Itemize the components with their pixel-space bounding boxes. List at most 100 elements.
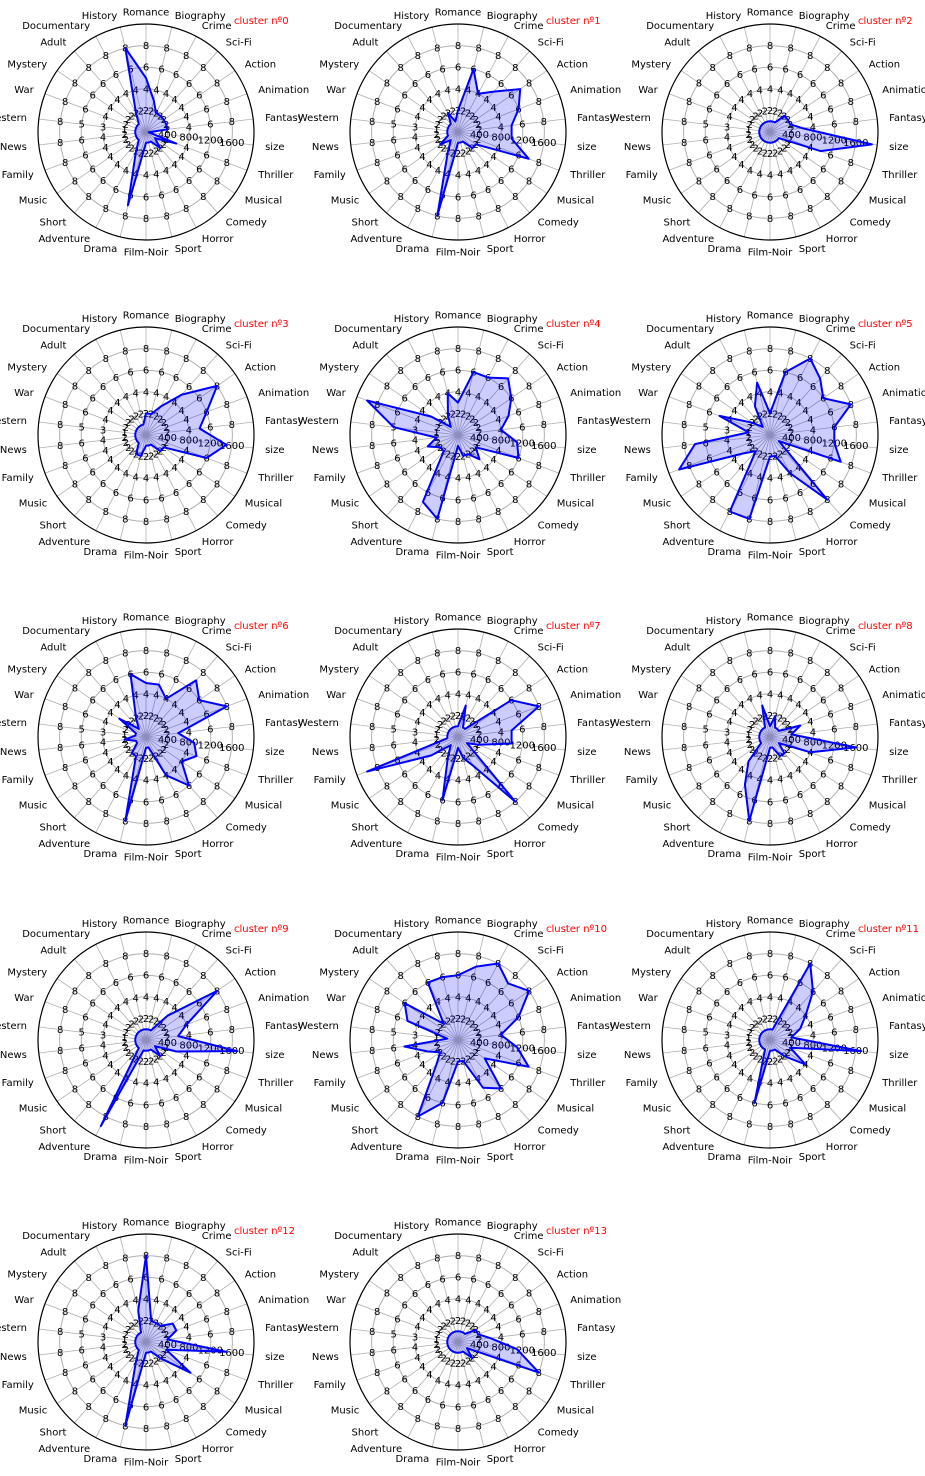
- tick-label: 2: [757, 450, 763, 461]
- tick-label: 2: [787, 423, 793, 434]
- tick-label: 6: [207, 1028, 213, 1039]
- spoke-line: [662, 723, 771, 738]
- spoke-line: [145, 1280, 236, 1343]
- tick-label: 8: [495, 354, 501, 365]
- tick-label: 4: [414, 415, 420, 426]
- tick-label: 4: [777, 691, 783, 702]
- tick-label: 2: [777, 1055, 783, 1066]
- spoke-line: [457, 698, 560, 738]
- tick-label: 8: [526, 480, 532, 491]
- tick-label: 6: [767, 192, 773, 203]
- axis-label: Family: [314, 473, 346, 484]
- axis-label: Biography: [799, 919, 850, 930]
- tick-label: 4: [133, 389, 139, 400]
- tick-label: 1600: [531, 1046, 556, 1057]
- tick-label: 8: [696, 78, 702, 89]
- tick-label: 6: [394, 454, 400, 465]
- tick-label: 6: [402, 394, 408, 405]
- axis-label: Western: [298, 718, 339, 729]
- tick-label: 2: [749, 1048, 755, 1059]
- spoke-line: [56, 131, 147, 194]
- tick-label: 8: [384, 782, 390, 793]
- tick-label: 4: [153, 389, 159, 400]
- tick-label: 6: [100, 781, 106, 792]
- tick-label: 6: [508, 91, 514, 102]
- tick-label: 6: [782, 795, 788, 806]
- tick-label: 6: [706, 454, 712, 465]
- tick-label: 8: [143, 819, 149, 830]
- tick-label: 4: [726, 717, 732, 728]
- tick-label: 2: [749, 140, 755, 151]
- spoke-line: [457, 935, 485, 1041]
- spoke-line: [662, 1026, 771, 1041]
- radar-panel-5: 2468Romance2468Biography2468Crime2468Sci…: [610, 311, 925, 562]
- tick-label: 6: [714, 164, 720, 175]
- spoke-line: [74, 353, 147, 436]
- tick-label: 6: [127, 1275, 133, 1286]
- tick-label: 8: [746, 44, 752, 55]
- axis-label: Action: [245, 59, 276, 70]
- tick-label: 4: [414, 112, 420, 123]
- spoke-line: [145, 50, 218, 133]
- tick-label: 2: [455, 1359, 461, 1370]
- tick-label: 8: [434, 347, 440, 358]
- spoke-line: [431, 1341, 459, 1447]
- tick-label: 8: [103, 809, 109, 820]
- axis-label: Animation: [258, 388, 309, 399]
- tick-label: 4: [426, 1370, 432, 1381]
- tick-label: 1: [433, 1033, 439, 1044]
- tick-label: 8: [526, 1085, 532, 1096]
- tick-label: 8: [455, 646, 461, 657]
- axis-label: Adventure: [350, 234, 402, 245]
- tick-label: 8: [727, 51, 733, 62]
- tick-label: 4: [178, 1011, 184, 1022]
- axis-label: Horror: [202, 1444, 235, 1455]
- axis-label: Western: [298, 416, 339, 427]
- tick-label: 2: [123, 135, 129, 146]
- axis-label: Sci-Fi: [538, 1248, 564, 1259]
- tick-label: 2: [441, 1052, 447, 1063]
- axis-label: Adult: [352, 1248, 378, 1259]
- tick-label: 8: [86, 192, 92, 203]
- tick-label: 4: [133, 1077, 139, 1088]
- spoke-line: [38, 1341, 147, 1356]
- spoke-line: [743, 632, 771, 738]
- tick-label: 4: [186, 727, 192, 738]
- tick-label: 2: [129, 1321, 135, 1332]
- axis-label: Short: [352, 1427, 379, 1438]
- tick-label: 6: [498, 176, 504, 187]
- spoke-line: [769, 353, 842, 436]
- tick-label: 6: [485, 1395, 491, 1406]
- tick-label: 4: [133, 86, 139, 97]
- tick-label: 8: [746, 514, 752, 525]
- tick-label: 5: [391, 725, 397, 736]
- tick-label: 6: [394, 105, 400, 116]
- tick-label: 2: [465, 1357, 471, 1368]
- tick-label: 8: [710, 495, 716, 506]
- axis-label: Horror: [514, 537, 547, 548]
- tick-label: 6: [810, 479, 816, 490]
- outer-ring: [349, 1233, 567, 1451]
- tick-label: 1600: [843, 441, 868, 452]
- tick-label: 2: [157, 716, 163, 727]
- tick-label: 8: [710, 192, 716, 203]
- tick-label: 8: [807, 1112, 813, 1123]
- outer-ring: [37, 23, 255, 241]
- tick-label: 2: [445, 1318, 451, 1329]
- tick-label: 8: [369, 722, 375, 733]
- axis-label: Mystery: [631, 664, 671, 675]
- axis-label: Musical: [557, 499, 594, 510]
- tick-label: 4: [724, 1041, 730, 1052]
- tick-label: 8: [788, 649, 794, 660]
- tick-label: 8: [681, 722, 687, 733]
- axis-label: size: [889, 747, 908, 758]
- axis-label: Comedy: [538, 1427, 579, 1438]
- tick-label: 4: [767, 776, 773, 787]
- axis-label: Western: [610, 416, 651, 427]
- tick-label: 4: [114, 700, 120, 711]
- tick-label: 2: [777, 713, 783, 724]
- tick-label: 6: [498, 781, 504, 792]
- tick-label: 4: [757, 472, 763, 483]
- tick-label: 4: [133, 472, 139, 483]
- tick-label: 4: [435, 771, 441, 782]
